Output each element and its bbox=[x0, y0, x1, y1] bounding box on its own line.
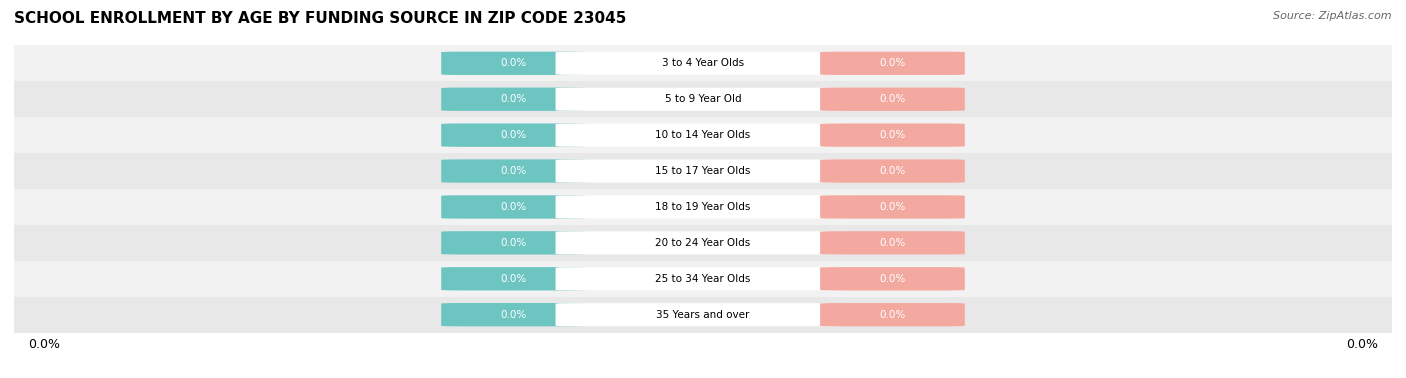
Text: 0.0%: 0.0% bbox=[501, 274, 527, 284]
Text: 5 to 9 Year Old: 5 to 9 Year Old bbox=[665, 94, 741, 104]
Text: 0.0%: 0.0% bbox=[879, 58, 905, 68]
FancyBboxPatch shape bbox=[441, 231, 586, 254]
FancyBboxPatch shape bbox=[441, 52, 586, 75]
Text: 0.0%: 0.0% bbox=[879, 130, 905, 140]
Text: 0.0%: 0.0% bbox=[501, 166, 527, 176]
Text: 0.0%: 0.0% bbox=[879, 202, 905, 212]
FancyBboxPatch shape bbox=[14, 189, 1392, 225]
FancyBboxPatch shape bbox=[14, 45, 1392, 81]
FancyBboxPatch shape bbox=[555, 160, 851, 183]
FancyBboxPatch shape bbox=[555, 52, 851, 75]
Text: 0.0%: 0.0% bbox=[501, 130, 527, 140]
Text: 0.0%: 0.0% bbox=[501, 310, 527, 320]
FancyBboxPatch shape bbox=[820, 88, 965, 111]
FancyBboxPatch shape bbox=[14, 81, 1392, 117]
Text: 10 to 14 Year Olds: 10 to 14 Year Olds bbox=[655, 130, 751, 140]
FancyBboxPatch shape bbox=[14, 153, 1392, 189]
FancyBboxPatch shape bbox=[441, 88, 586, 111]
FancyBboxPatch shape bbox=[555, 88, 851, 111]
Text: 35 Years and over: 35 Years and over bbox=[657, 310, 749, 320]
FancyBboxPatch shape bbox=[555, 195, 851, 218]
FancyBboxPatch shape bbox=[555, 303, 851, 326]
Text: 18 to 19 Year Olds: 18 to 19 Year Olds bbox=[655, 202, 751, 212]
FancyBboxPatch shape bbox=[441, 124, 586, 147]
Text: 25 to 34 Year Olds: 25 to 34 Year Olds bbox=[655, 274, 751, 284]
Text: 0.0%: 0.0% bbox=[879, 274, 905, 284]
Text: SCHOOL ENROLLMENT BY AGE BY FUNDING SOURCE IN ZIP CODE 23045: SCHOOL ENROLLMENT BY AGE BY FUNDING SOUR… bbox=[14, 11, 627, 26]
FancyBboxPatch shape bbox=[441, 303, 586, 326]
Text: 0.0%: 0.0% bbox=[501, 202, 527, 212]
FancyBboxPatch shape bbox=[820, 231, 965, 254]
Text: 15 to 17 Year Olds: 15 to 17 Year Olds bbox=[655, 166, 751, 176]
FancyBboxPatch shape bbox=[441, 267, 586, 290]
Text: 0.0%: 0.0% bbox=[879, 94, 905, 104]
Text: Source: ZipAtlas.com: Source: ZipAtlas.com bbox=[1274, 11, 1392, 21]
FancyBboxPatch shape bbox=[820, 52, 965, 75]
FancyBboxPatch shape bbox=[820, 160, 965, 183]
Text: 0.0%: 0.0% bbox=[879, 238, 905, 248]
FancyBboxPatch shape bbox=[820, 303, 965, 326]
Text: 0.0%: 0.0% bbox=[1346, 338, 1378, 351]
Text: 0.0%: 0.0% bbox=[501, 238, 527, 248]
FancyBboxPatch shape bbox=[441, 160, 586, 183]
FancyBboxPatch shape bbox=[820, 267, 965, 290]
FancyBboxPatch shape bbox=[14, 117, 1392, 153]
Text: 3 to 4 Year Olds: 3 to 4 Year Olds bbox=[662, 58, 744, 68]
Text: 0.0%: 0.0% bbox=[501, 94, 527, 104]
FancyBboxPatch shape bbox=[14, 225, 1392, 261]
Text: 20 to 24 Year Olds: 20 to 24 Year Olds bbox=[655, 238, 751, 248]
Text: 0.0%: 0.0% bbox=[28, 338, 60, 351]
FancyBboxPatch shape bbox=[14, 261, 1392, 297]
Text: 0.0%: 0.0% bbox=[879, 310, 905, 320]
FancyBboxPatch shape bbox=[555, 231, 851, 254]
FancyBboxPatch shape bbox=[555, 267, 851, 290]
Text: 0.0%: 0.0% bbox=[501, 58, 527, 68]
FancyBboxPatch shape bbox=[14, 297, 1392, 333]
Text: 0.0%: 0.0% bbox=[879, 166, 905, 176]
FancyBboxPatch shape bbox=[555, 124, 851, 147]
FancyBboxPatch shape bbox=[820, 124, 965, 147]
FancyBboxPatch shape bbox=[441, 195, 586, 218]
FancyBboxPatch shape bbox=[820, 195, 965, 218]
